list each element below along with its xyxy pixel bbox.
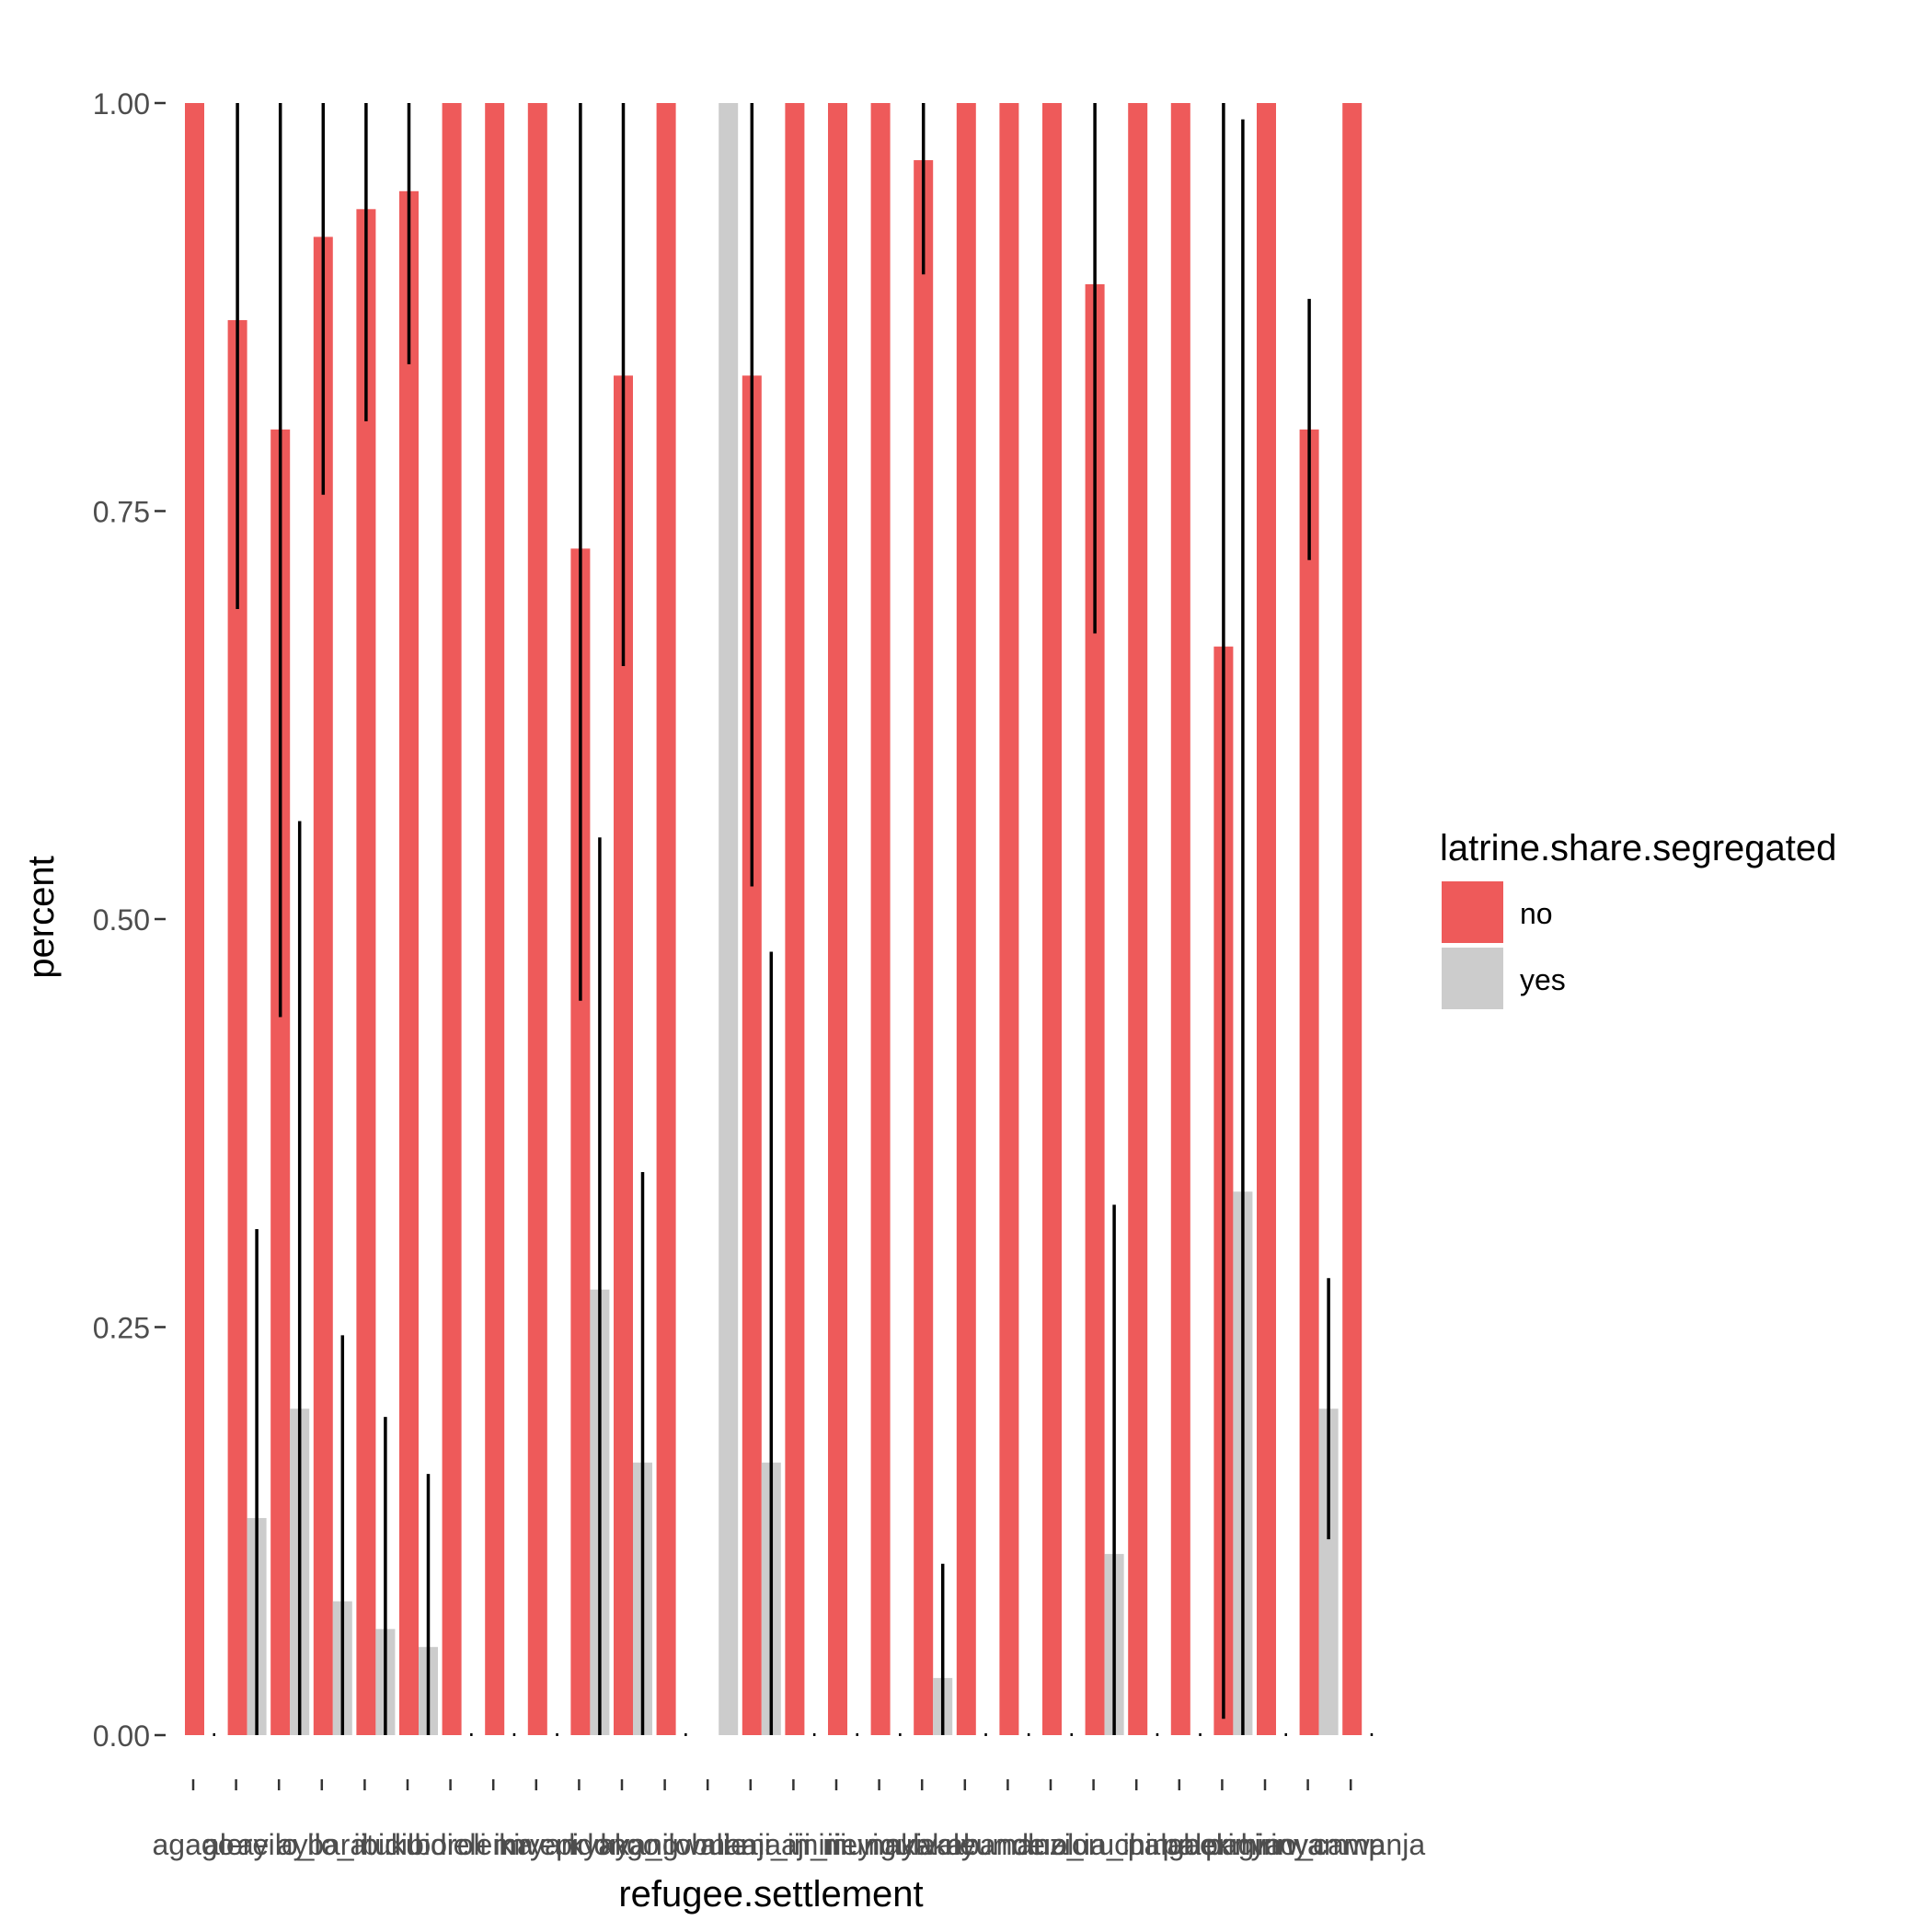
bar-yes-rhino_camp [1318, 1409, 1339, 1735]
bar-no-olua_i [1042, 103, 1062, 1735]
bar-no-nyakabande [956, 103, 976, 1735]
x-tick-label: nyakabande [885, 1828, 1045, 1861]
legend-key-no [1442, 881, 1503, 943]
bar-no-mungula [870, 103, 891, 1735]
y-tick-label: 0.25 [93, 1312, 150, 1345]
baseline-dot-olua_i [1070, 1733, 1073, 1736]
bar-no-elema [485, 103, 505, 1735]
bar-no-imvepi [527, 103, 547, 1735]
bar-no-kyaka_ii [614, 375, 633, 1735]
baseline-dot-oruchinga [1156, 1733, 1159, 1736]
bar-no-nakivale [914, 160, 934, 1736]
bar-no-mirieyi [828, 103, 847, 1735]
x-tick-label: palorinya [1162, 1828, 1282, 1861]
bar-no-alere [227, 319, 247, 1735]
bar-yes-lobule [719, 103, 739, 1735]
legend: latrine.share.segregated no yes [1440, 828, 1836, 1009]
x-tick-label: maaji_ii [701, 1828, 800, 1861]
bar-no-agago [185, 103, 204, 1735]
x-tick-label: ayilo_i [237, 1828, 321, 1861]
baseline-dot-mirieyi [856, 1733, 858, 1736]
x-tick-label: alere [203, 1828, 269, 1861]
x-tick-label: mungula [822, 1828, 936, 1861]
y-axis-title: percent [21, 856, 62, 978]
x-tick-label: oruchinga [1072, 1828, 1202, 1861]
bar-no-rwamwanja [1342, 103, 1363, 1735]
baseline-dot-mungula [899, 1733, 902, 1736]
bar-no-pagirinya [1257, 103, 1276, 1735]
y-tick-label: 0.75 [93, 496, 150, 529]
baseline-dot-rwamwanja [1370, 1733, 1374, 1736]
baseline-dot-imvepi [556, 1733, 558, 1736]
x-axis-title: refugee.settlement [618, 1874, 923, 1915]
baseline-dot-nyakabande [984, 1733, 987, 1736]
x-tick-label: kyangwali [600, 1828, 730, 1861]
bar-no-maaji_iii [785, 103, 805, 1735]
bar-no-ayilo_i [270, 429, 291, 1735]
y-tick-label: 1.00 [93, 87, 150, 121]
series-no-bars [185, 103, 1363, 1736]
baseline-dot-boroli [470, 1733, 473, 1736]
bar-no-nyumanzi [999, 103, 1019, 1735]
legend-label-no: no [1520, 897, 1553, 930]
bar-no-bidibidi [399, 190, 419, 1735]
bar-no-ayilo_ii [313, 236, 333, 1735]
x-tick-label: kyaka_ii [569, 1828, 675, 1861]
x-tick-label: maaji_iii [741, 1828, 847, 1861]
x-tick-label: olua_i [1011, 1828, 1089, 1861]
x-tick-label: kiryandongo [499, 1828, 659, 1861]
x-tick-label: nyumanzi [945, 1828, 1071, 1861]
x-tick-label: rwamwanja [1276, 1828, 1425, 1861]
x-tick-label: mirieyi [794, 1828, 879, 1861]
plot-panel [185, 103, 1374, 1736]
x-tick-label: boroli [414, 1828, 486, 1861]
bar-no-maaji_ii [742, 375, 762, 1735]
x-tick-label: olua_ii [1051, 1828, 1136, 1861]
bar-no-boroli [442, 103, 462, 1735]
y-tick-label: 0.00 [93, 1719, 150, 1753]
x-tick-label: agago [153, 1828, 235, 1861]
baseline-dot-maaji_iii [812, 1733, 816, 1736]
x-axis: agagoalereayilo_iayilo_iibaratukubidibid… [153, 1779, 1425, 1861]
bar-no-kiryandongo [570, 548, 591, 1735]
x-tick-label: elema [454, 1828, 534, 1861]
y-tick-label: 0.50 [93, 903, 150, 937]
x-tick-label: nakivale [868, 1828, 975, 1861]
legend-key-yes [1442, 948, 1503, 1009]
y-axis: 0.00 0.25 0.50 0.75 1.00 [93, 87, 166, 1753]
bar-no-palabek [1170, 103, 1190, 1735]
bar-no-olua_ii [1085, 283, 1105, 1735]
bar-no-oruchinga [1128, 103, 1148, 1735]
baseline-dot-palabek [1199, 1733, 1202, 1736]
x-tick-label: rhino_camp [1231, 1828, 1385, 1861]
x-tick-label: baratuku [307, 1828, 422, 1861]
baseline-dot-pagirinya [1284, 1733, 1287, 1736]
baseline-dot-agago [213, 1733, 215, 1736]
baseline-dot-nyumanzi [1027, 1733, 1030, 1736]
baseline-dot-elema [512, 1733, 516, 1736]
x-tick-label: lobule [668, 1828, 746, 1861]
bar-no-kyangwali [656, 103, 676, 1735]
legend-label-yes: yes [1520, 963, 1566, 996]
baseline-dot-kyangwali [684, 1733, 687, 1736]
x-tick-label: ayilo_ii [277, 1828, 367, 1861]
bar-no-rhino_camp [1299, 429, 1319, 1735]
x-tick-label: imvepi [494, 1828, 579, 1861]
legend-title: latrine.share.segregated [1440, 828, 1836, 868]
x-tick-label: bidibidi [362, 1828, 454, 1861]
x-tick-label: pagirinya [1205, 1828, 1325, 1861]
error-bars [213, 103, 1374, 1736]
bar-no-baratuku [356, 209, 376, 1735]
x-tick-label: palabek [1128, 1828, 1232, 1861]
